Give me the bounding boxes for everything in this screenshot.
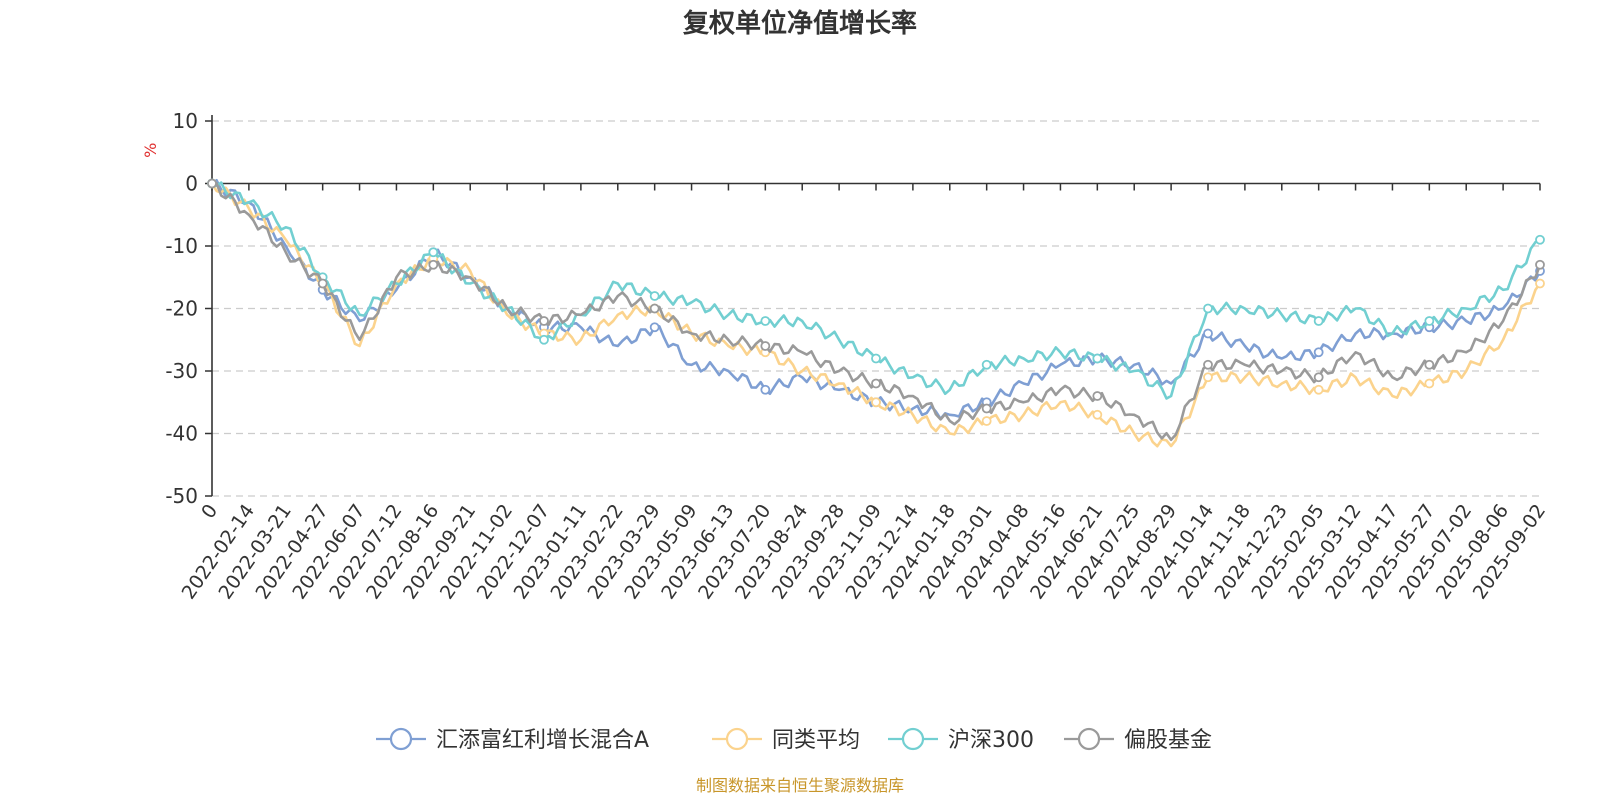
legend-circle-icon <box>901 727 925 751</box>
source-note: 制图数据来自恒生聚源数据库 <box>696 776 904 795</box>
legend[interactable]: 汇添富红利增长混合A 同类平均 沪深300 偏股基金 <box>376 727 1212 753</box>
data-point <box>871 378 881 389</box>
data-point <box>539 316 549 326</box>
data-point <box>981 359 992 370</box>
data-point <box>649 322 660 333</box>
y-tick-label: -30 <box>165 359 198 383</box>
data-point <box>207 178 217 189</box>
data-point <box>649 303 660 314</box>
legend-item[interactable]: 偏股基金 <box>1064 727 1212 753</box>
legend-label: 同类平均 <box>772 728 860 753</box>
data-point <box>539 334 549 345</box>
data-point <box>981 403 992 414</box>
data-point <box>871 397 881 408</box>
axes: 100-10-20-30-40-5002022-02-142022-03-212… <box>165 109 1550 603</box>
data-point <box>981 416 992 426</box>
x-tick-label: 0 <box>197 500 222 523</box>
data-point <box>1092 353 1103 364</box>
data-point <box>1313 384 1324 395</box>
data-point <box>1203 303 1213 314</box>
series-2 <box>207 178 1545 400</box>
y-tick-label: -50 <box>165 484 198 508</box>
data-point <box>1535 234 1545 245</box>
series-1 <box>207 178 1545 448</box>
data-point <box>1313 316 1324 326</box>
legend-label: 沪深300 <box>948 728 1034 753</box>
y-tick-label: -10 <box>165 234 198 258</box>
legend-label: 汇添富红利增长混合A <box>436 728 649 753</box>
data-point <box>1203 372 1213 383</box>
chart-title: 复权单位净值增长率 <box>683 8 917 39</box>
data-point <box>760 341 771 351</box>
y-axis-unit: % <box>141 143 160 158</box>
data-point <box>649 291 660 301</box>
legend-item[interactable]: 同类平均 <box>712 727 860 753</box>
data-point <box>760 316 771 326</box>
data-point <box>1203 359 1213 370</box>
y-tick-label: 0 <box>185 172 198 196</box>
legend-circle-icon <box>1077 727 1101 751</box>
data-point <box>760 384 771 395</box>
data-point <box>428 247 439 258</box>
data-point <box>1313 372 1324 383</box>
data-point <box>1535 259 1545 270</box>
y-tick-label: -20 <box>165 297 198 321</box>
data-point <box>317 278 328 289</box>
data-point <box>1313 347 1324 358</box>
series-lines <box>207 178 1545 448</box>
legend-label: 偏股基金 <box>1124 728 1212 753</box>
data-point <box>1203 328 1213 339</box>
series-3 <box>207 178 1545 442</box>
data-point <box>1424 378 1435 389</box>
data-point <box>1092 391 1103 401</box>
legend-circle-icon <box>725 727 749 751</box>
data-point <box>1535 278 1545 289</box>
data-point <box>428 259 439 270</box>
data-point <box>871 353 881 364</box>
data-point <box>1424 359 1435 370</box>
legend-item[interactable]: 汇添富红利增长混合A <box>376 727 649 753</box>
y-tick-label: 10 <box>173 109 198 133</box>
y-tick-label: -40 <box>165 422 198 446</box>
legend-item[interactable]: 沪深300 <box>888 727 1034 753</box>
data-point <box>1092 409 1103 420</box>
grid-lines <box>212 120 1540 497</box>
data-point <box>1424 316 1435 326</box>
legend-circle-icon <box>389 727 413 751</box>
series-line <box>211 181 1541 400</box>
